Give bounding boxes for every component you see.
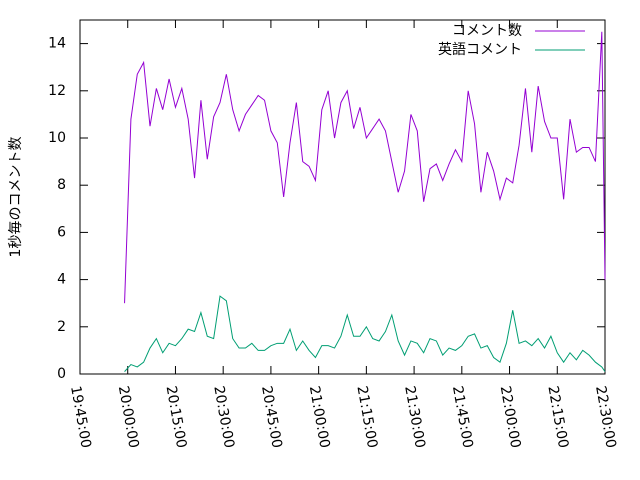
x-tick-label: 21:15:00 [353, 385, 380, 450]
legend-label: 英語コメント [438, 41, 522, 58]
data-line [124, 295, 606, 372]
x-tick-label: 20:30:00 [210, 385, 237, 450]
legend-label: コメント数 [452, 23, 522, 39]
y-tick-label: 12 [48, 83, 66, 99]
y-tick-label: 4 [57, 272, 66, 288]
y-tick-label: 10 [48, 130, 66, 146]
x-tick-label: 21:00:00 [306, 385, 333, 450]
plot-border [79, 19, 606, 375]
y-tick-label: 2 [57, 319, 66, 335]
x-tick-label: 22:30:00 [592, 385, 619, 450]
data-line [124, 31, 606, 304]
x-tick-label: 20:45:00 [258, 385, 285, 450]
y-tick-label: 14 [48, 36, 66, 52]
x-tick-label: 20:00:00 [115, 385, 142, 450]
x-tick-label: 19:45:00 [67, 385, 94, 450]
x-tick-label: 20:15:00 [163, 385, 190, 450]
x-tick-label: 22:15:00 [544, 385, 571, 450]
y-tick-label: 8 [57, 177, 66, 193]
y-tick-label: 6 [57, 224, 66, 240]
x-tick-label: 21:45:00 [449, 385, 476, 450]
y-tick-label: 0 [57, 366, 66, 382]
y-axis-label: 1秒毎のコメント数 [8, 137, 24, 258]
x-tick-label: 21:30:00 [401, 385, 428, 450]
x-tick-label: 22:00:00 [497, 385, 524, 450]
